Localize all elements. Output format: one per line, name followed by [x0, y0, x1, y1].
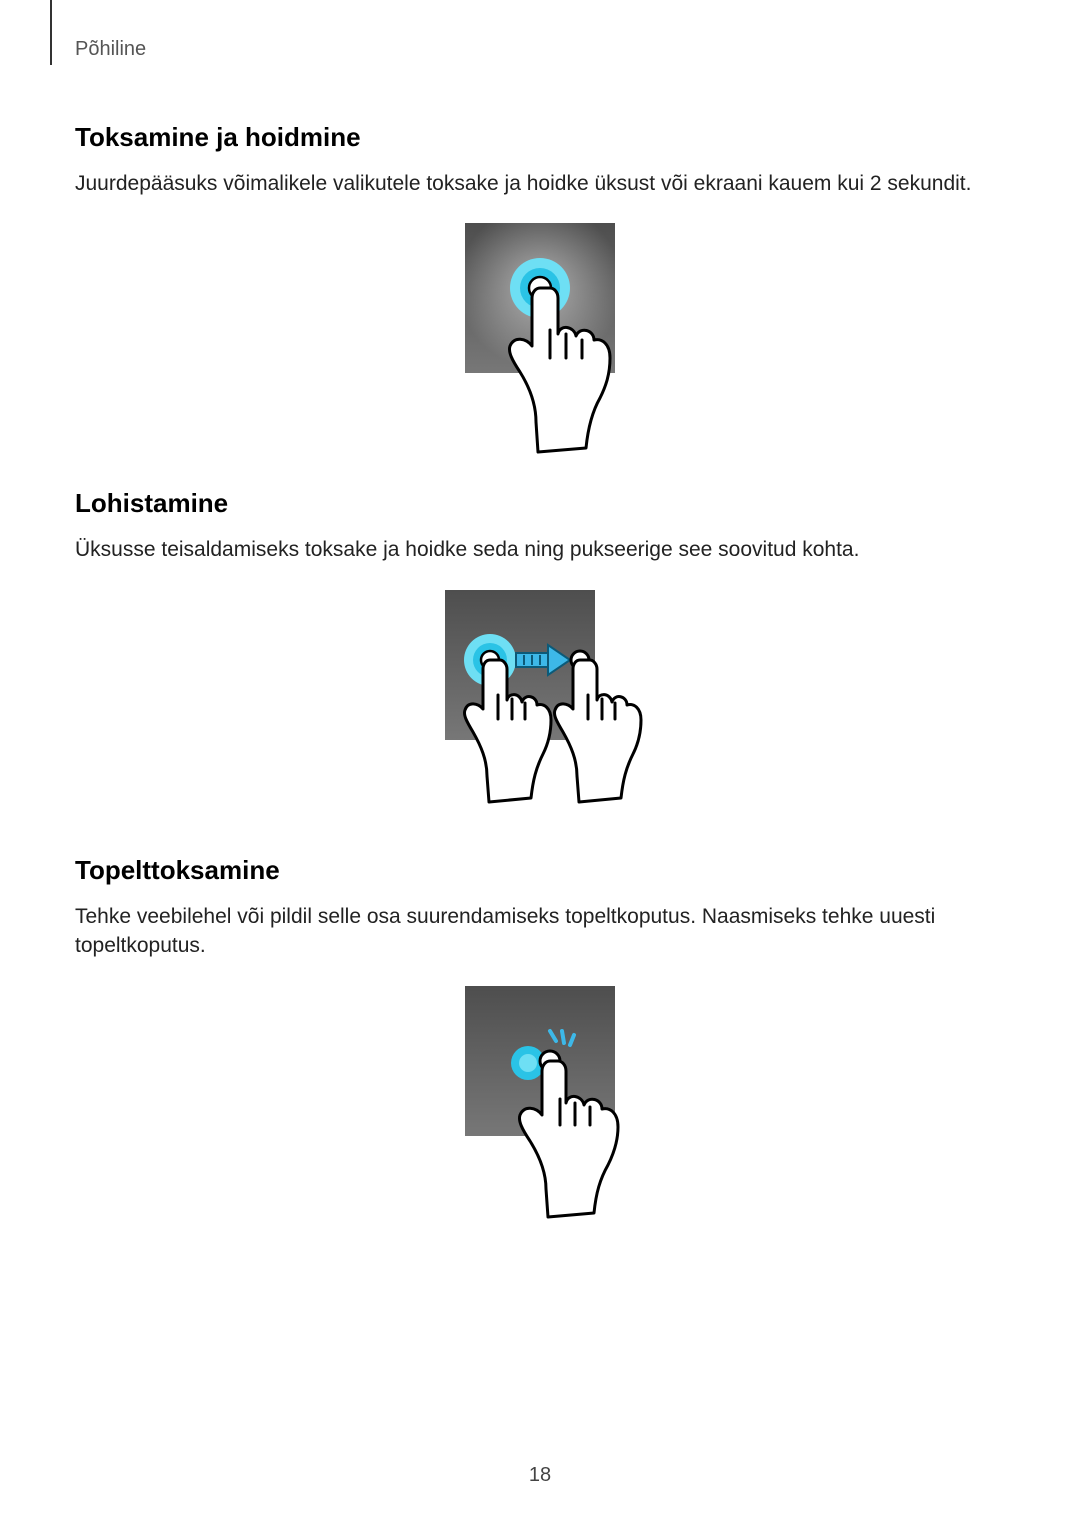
illustration-tap-hold — [75, 218, 1005, 458]
section-heading-1: Toksamine ja hoidmine — [75, 122, 1005, 153]
header-label: Põhiline — [75, 38, 146, 61]
section-heading-2: Lohistamine — [75, 488, 1005, 519]
section-heading-3: Topelttoksamine — [75, 855, 1005, 886]
page-content: Toksamine ja hoidmine Juurdepääsuks võim… — [75, 100, 1005, 1251]
section-body-2: Üksusse teisaldamiseks toksake ja hoidke… — [75, 535, 1005, 564]
page-number: 18 — [0, 1464, 1080, 1487]
illustration-double-tap — [75, 981, 1005, 1221]
illustration-drag — [75, 585, 1005, 825]
header-rule — [50, 0, 52, 65]
section-body-3: Tehke veebilehel või pildil selle osa su… — [75, 902, 1005, 961]
section-body-1: Juurdepääsuks võimalikele valikutele tok… — [75, 169, 1005, 198]
